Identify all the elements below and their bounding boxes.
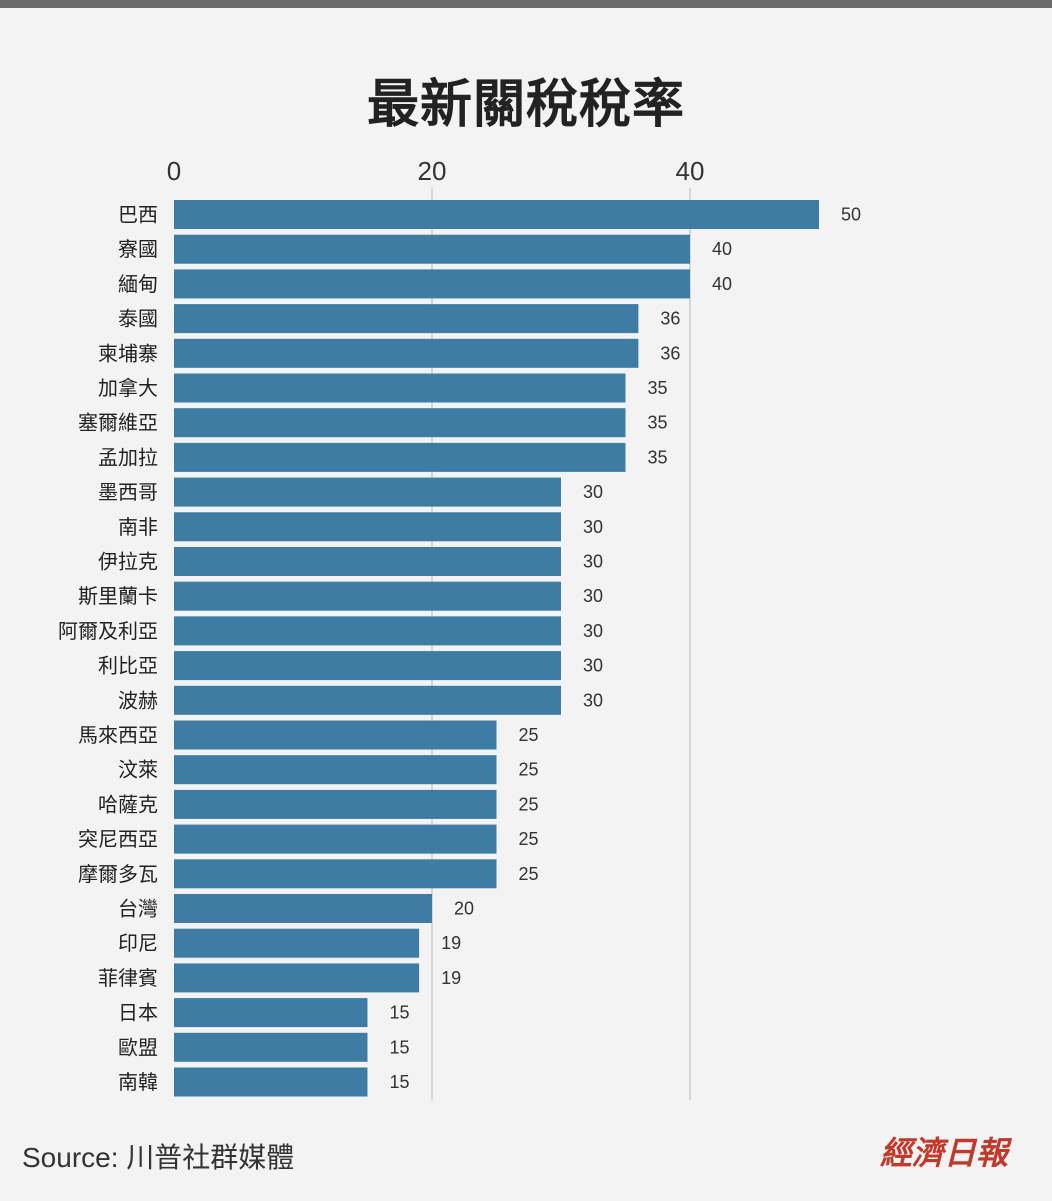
bar <box>174 859 497 889</box>
bar <box>174 200 819 229</box>
bar <box>174 373 626 403</box>
category-label: 摩爾多瓦 <box>78 862 158 886</box>
value-label: 30 <box>583 656 603 676</box>
value-label: 30 <box>583 586 603 606</box>
value-label: 50 <box>841 205 861 225</box>
value-label: 40 <box>712 239 732 259</box>
value-label: 35 <box>648 413 668 433</box>
category-label: 歐盟 <box>118 1035 158 1059</box>
bar-chart: 0 20 40 巴西 50 寮國 40 緬甸 40 泰國 36 柬埔寨 36 加拿大 35 塞爾維亞 35 孟加拉… <box>58 156 861 1100</box>
x-tick-label: 40 <box>676 156 705 186</box>
value-label: 35 <box>648 378 668 398</box>
bar <box>174 894 432 923</box>
value-label: 30 <box>583 621 603 641</box>
bar <box>174 963 420 993</box>
category-label: 塞爾維亞 <box>78 411 158 435</box>
value-label: 40 <box>712 274 732 294</box>
bar <box>174 234 690 264</box>
value-label: 35 <box>648 447 668 467</box>
category-label: 南韓 <box>118 1070 158 1094</box>
category-label: 寮國 <box>118 237 158 261</box>
category-label: 印尼 <box>118 931 158 955</box>
value-label: 15 <box>390 1003 410 1023</box>
bar <box>174 720 497 750</box>
top-rule <box>0 0 1052 8</box>
value-label: 25 <box>519 725 539 745</box>
value-label: 25 <box>519 829 539 849</box>
bar <box>174 442 626 472</box>
value-label: 36 <box>660 343 680 363</box>
category-label: 孟加拉 <box>98 445 158 469</box>
bar <box>174 651 561 681</box>
bar <box>174 547 561 576</box>
bar <box>174 338 639 368</box>
category-label: 柬埔寨 <box>98 341 158 365</box>
x-tick-label: 20 <box>418 156 447 186</box>
category-label: 加拿大 <box>98 376 158 400</box>
value-label: 15 <box>390 1037 410 1057</box>
bar <box>174 269 690 299</box>
bar <box>174 1067 368 1097</box>
x-tick-label: 0 <box>167 156 181 186</box>
value-label: 30 <box>583 517 603 537</box>
bar <box>174 824 497 854</box>
category-label: 利比亞 <box>98 654 158 678</box>
value-label: 25 <box>519 760 539 780</box>
bar <box>174 616 561 646</box>
bar <box>174 928 420 958</box>
category-label: 南非 <box>118 515 158 539</box>
bar <box>174 1032 368 1062</box>
category-label: 馬來西亞 <box>78 723 158 747</box>
value-label: 20 <box>454 899 474 919</box>
category-label: 汶萊 <box>118 758 158 782</box>
publisher-logo: 經濟日報 <box>880 1134 1009 1172</box>
value-label: 30 <box>583 482 603 502</box>
category-label: 斯里蘭卡 <box>78 584 158 608</box>
bar <box>174 581 561 611</box>
bar <box>174 512 561 542</box>
bar <box>174 408 626 438</box>
value-label: 25 <box>519 794 539 814</box>
category-label: 巴西 <box>118 203 158 227</box>
value-label: 30 <box>583 552 603 572</box>
category-label: 伊拉克 <box>98 550 158 574</box>
category-label: 緬甸 <box>118 272 158 296</box>
category-label: 菲律賓 <box>98 966 158 990</box>
category-label: 阿爾及利亞 <box>58 619 158 643</box>
category-label: 泰國 <box>118 307 158 331</box>
category-label: 墨西哥 <box>98 480 158 504</box>
bar <box>174 755 497 785</box>
category-label: 哈薩克 <box>98 792 158 816</box>
source-note: Source: 川普社群媒體 <box>22 1142 295 1173</box>
category-label: 台灣 <box>118 897 158 921</box>
value-label: 30 <box>583 690 603 710</box>
chart-title: 最新關稅稅率 <box>366 75 685 135</box>
category-label: 波赫 <box>118 688 158 712</box>
value-label: 19 <box>441 933 461 953</box>
value-label: 25 <box>519 864 539 884</box>
bar <box>174 477 561 507</box>
bar <box>174 998 368 1028</box>
category-label: 日本 <box>118 1001 158 1025</box>
bar <box>174 685 561 715</box>
bar <box>174 789 497 819</box>
category-label: 突尼西亞 <box>78 827 158 851</box>
value-label: 15 <box>390 1072 410 1092</box>
bar <box>174 304 639 334</box>
value-label: 36 <box>660 309 680 329</box>
value-label: 19 <box>441 968 461 988</box>
